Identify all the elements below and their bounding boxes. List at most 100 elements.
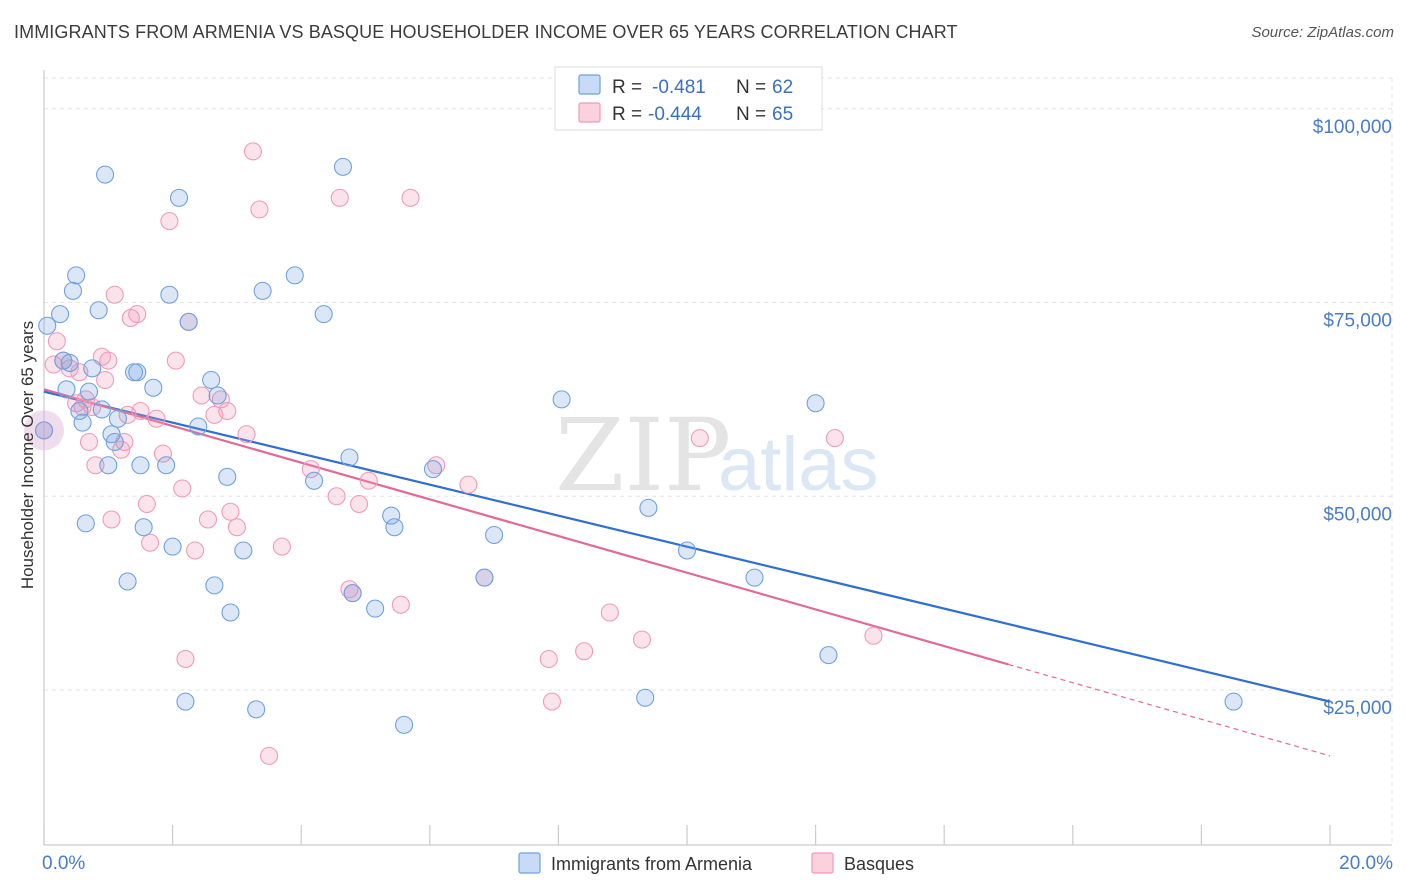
data-point-armenia [105,432,124,452]
data-point-basques [153,444,173,463]
data-point-armenia [34,421,54,440]
data-point-armenia [423,460,443,479]
data-point-armenia [144,378,163,397]
data-point-armenia [57,380,76,399]
data-point-armenia [366,599,385,618]
data-point-armenia [636,688,655,707]
data-point-armenia [247,700,266,719]
legend-n-value-basques: 65 [772,104,793,125]
data-point-armenia [677,541,697,560]
trend-line-basques-extension [1008,663,1331,757]
data-point-armenia [253,281,272,300]
data-point-armenia [819,646,838,665]
data-point-basques [825,429,844,448]
legend-swatch-basques [578,102,601,123]
data-point-armenia [806,394,825,413]
data-point-basques [166,351,185,370]
data-point-basques [102,510,121,529]
data-point-basques [79,432,99,452]
chart-title: IMMIGRANTS FROM ARMENIA VS BASQUE HOUSEH… [14,22,958,42]
data-point-armenia [179,312,198,331]
watermark-zip: ZIP [555,397,731,514]
data-point-basques [350,494,369,514]
data-point-basques [141,533,160,552]
data-point-basques [173,479,192,498]
data-point-armenia [169,188,189,207]
x-tick-label: 0.0% [42,853,85,874]
data-point-armenia [205,576,224,595]
data-point-armenia [73,413,92,432]
data-point-basques [192,386,211,405]
data-point-armenia [79,382,99,401]
data-point-armenia [552,390,571,409]
data-point-basques [600,603,619,622]
y-axis-label-group: Householder Income Over 65 years [18,321,37,589]
data-point-armenia [70,401,89,421]
points-basques [24,142,883,765]
data-point-armenia [314,305,333,324]
data-point-armenia [189,417,208,436]
data-point-armenia [745,568,764,587]
watermark: ZIP atlas [555,397,879,514]
data-point-cluster [24,410,64,451]
legend-r-value-armenia: -0.481 [652,77,706,98]
source-credit: Source: ZipAtlas.com [1251,24,1394,41]
data-point-armenia [63,281,82,300]
data-point-basques [198,510,218,529]
data-point-basques [160,212,179,231]
trend-line-armenia [43,390,1331,703]
data-point-armenia [163,537,182,556]
data-point-armenia [475,568,494,587]
legend-r-label-basques: R = [612,104,642,125]
data-point-basques [105,285,124,304]
x-tick-label: 20.0% [1339,853,1393,874]
y-axis-label: Householder Income Over 65 years [18,321,37,589]
data-point-armenia [221,603,240,622]
data-point-basques [243,142,263,161]
correlation-legend: R = -0.481 N = 62 R = -0.444 N = 65 [554,66,823,131]
legend-n-value-armenia: 62 [772,77,793,98]
data-point-basques [227,518,246,537]
y-tick-label: $50,000 [1323,504,1392,525]
data-point-armenia [202,370,221,390]
data-point-basques [99,351,118,370]
data-point-armenia [385,518,404,537]
data-point-basques [459,475,478,494]
y-tick-label: $100,000 [1313,117,1392,138]
watermark-atlas: atlas [718,422,879,507]
data-point-armenia [51,305,70,324]
data-point-armenia [92,400,111,419]
data-point-basques [221,502,240,521]
data-point-basques [47,332,66,351]
data-point-basques [250,200,269,219]
legend-n-label-basques: N = [736,104,766,125]
data-point-basques [186,541,205,560]
data-point-armenia [382,506,401,525]
y-tick-label: $25,000 [1323,698,1392,719]
data-point-basques [272,537,291,556]
data-point-armenia [343,584,362,603]
data-point-armenia [485,525,504,545]
data-point-armenia [157,456,176,475]
data-point-armenia [234,541,253,560]
data-point-armenia [131,456,150,475]
data-point-armenia [285,266,304,285]
data-point-armenia [160,285,179,304]
data-point-basques [147,409,166,428]
data-point-basques [301,460,320,479]
y-tick-label: $75,000 [1323,311,1392,332]
data-point-basques [359,471,378,490]
data-point-armenia [134,518,153,537]
legend-r-value-basques: -0.444 [648,104,702,125]
data-point-armenia [108,409,127,428]
data-point-basques [128,305,147,324]
data-point-basques [391,595,410,614]
data-point-basques [330,188,349,207]
series-legend: Immigrants from Armenia Basques [518,852,914,874]
legend-r-label-armenia: R = [612,77,642,98]
data-point-armenia [305,471,324,490]
series-label-basques: Basques [844,854,914,874]
data-point-armenia [208,386,227,405]
data-point-armenia [176,692,195,711]
